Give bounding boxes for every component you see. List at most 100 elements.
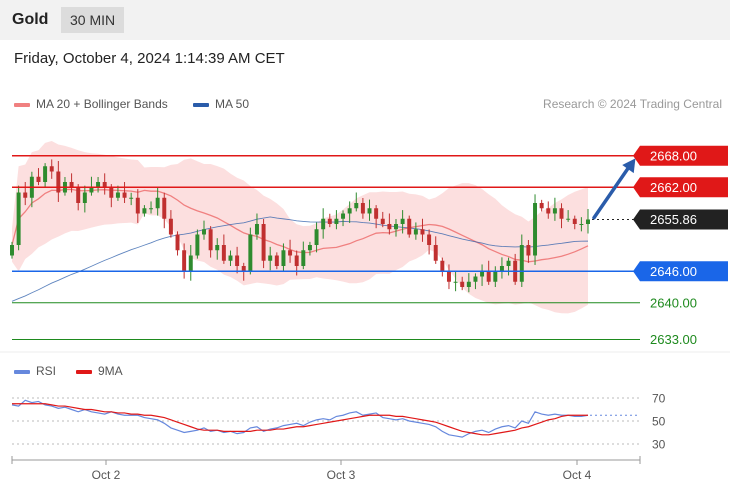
candle [82,185,87,213]
candle [413,222,418,240]
candle-body [539,203,544,209]
ma20-label: MA 20 + Bollinger Bands [36,97,168,111]
candle-body [82,192,87,203]
candle [36,168,41,186]
candle-body [115,192,120,198]
candle [360,198,365,219]
candle-body [394,224,398,230]
candle-body [188,255,193,272]
candle [228,250,233,266]
candle-body [519,245,524,282]
candle-body [380,218,385,224]
legend-ma50[interactable]: MA 50 [193,97,249,111]
candle [43,163,48,188]
legend-ma20[interactable]: MA 20 + Bollinger Bands [14,97,168,111]
candle [493,266,498,287]
candle-body [162,197,167,219]
candle-body [195,234,200,256]
candle-body [526,245,531,256]
candle-body [493,271,498,282]
candle [175,231,180,256]
candle-body [427,234,432,245]
candle-body [168,218,173,235]
candle [221,234,226,264]
candle-body [533,203,538,256]
candle-body [440,260,445,272]
candle-body [182,250,187,272]
candle-body [579,224,584,225]
candle-body [367,208,372,214]
candle [480,264,485,286]
candle-body [96,182,101,188]
rsi-tick-label: 70 [652,392,666,406]
candle [49,159,54,179]
candle [367,199,372,221]
candle [248,227,253,275]
candle-body [274,255,279,266]
candle-body [155,197,160,209]
candle [16,185,21,251]
candle-body [288,250,293,256]
candle-body [486,271,491,282]
candle [380,211,385,228]
candle-body [460,281,465,287]
candle-body [69,182,74,188]
candle [433,236,438,264]
candle [466,273,471,293]
candle-body [546,208,551,214]
ma50-swatch [193,102,209,107]
candle-body [552,208,557,214]
candle [394,219,398,237]
candle [321,208,326,239]
candle-body [400,218,405,224]
rsi-series-9MA [12,403,588,436]
candle [274,252,279,270]
candle-body [49,166,54,172]
candle [261,219,266,269]
candle [347,201,352,223]
candle [519,234,524,287]
candle [586,208,590,234]
candle [559,203,564,229]
candle-body [433,245,438,261]
candle-body [559,208,564,219]
ma9-swatch [76,369,92,374]
level-label-2646.00: 2646.00 [650,264,697,279]
candle-body [334,218,339,224]
candle [135,189,140,223]
candle [579,217,584,232]
candle [168,210,173,238]
candle-body [221,245,226,261]
candle [327,213,332,228]
projection-arrow [592,166,630,220]
candle-body [566,218,571,220]
projection-arrow-head [622,158,636,174]
candle [572,215,577,230]
candle [69,173,74,193]
candle-body [109,187,114,198]
candle-body [208,229,213,251]
candle [566,210,571,222]
level-box-2662.00 [633,177,728,198]
ma50-label: MA 50 [215,97,250,111]
rsi-tick-label: 50 [652,415,666,429]
candle-body [89,187,94,193]
candle [56,161,61,202]
legend-9ma[interactable]: 9MA [76,364,123,378]
candle [268,246,273,271]
candle-body [281,250,286,266]
level-label-2668.00: 2668.00 [650,148,697,163]
candle-body [268,255,273,261]
candle-body [453,281,458,283]
level-label-2655.86: 2655.86 [650,212,697,227]
x-tick-label: Oct 2 [92,468,121,482]
candle [142,205,147,217]
candle-body [480,271,485,277]
rsi-tick-label: 30 [652,438,666,452]
candle [10,241,14,259]
legend-rsi[interactable]: RSI [14,364,56,378]
candle [301,241,306,270]
timeframe-button[interactable]: 30 MIN [61,7,125,33]
candle-body [586,219,590,224]
